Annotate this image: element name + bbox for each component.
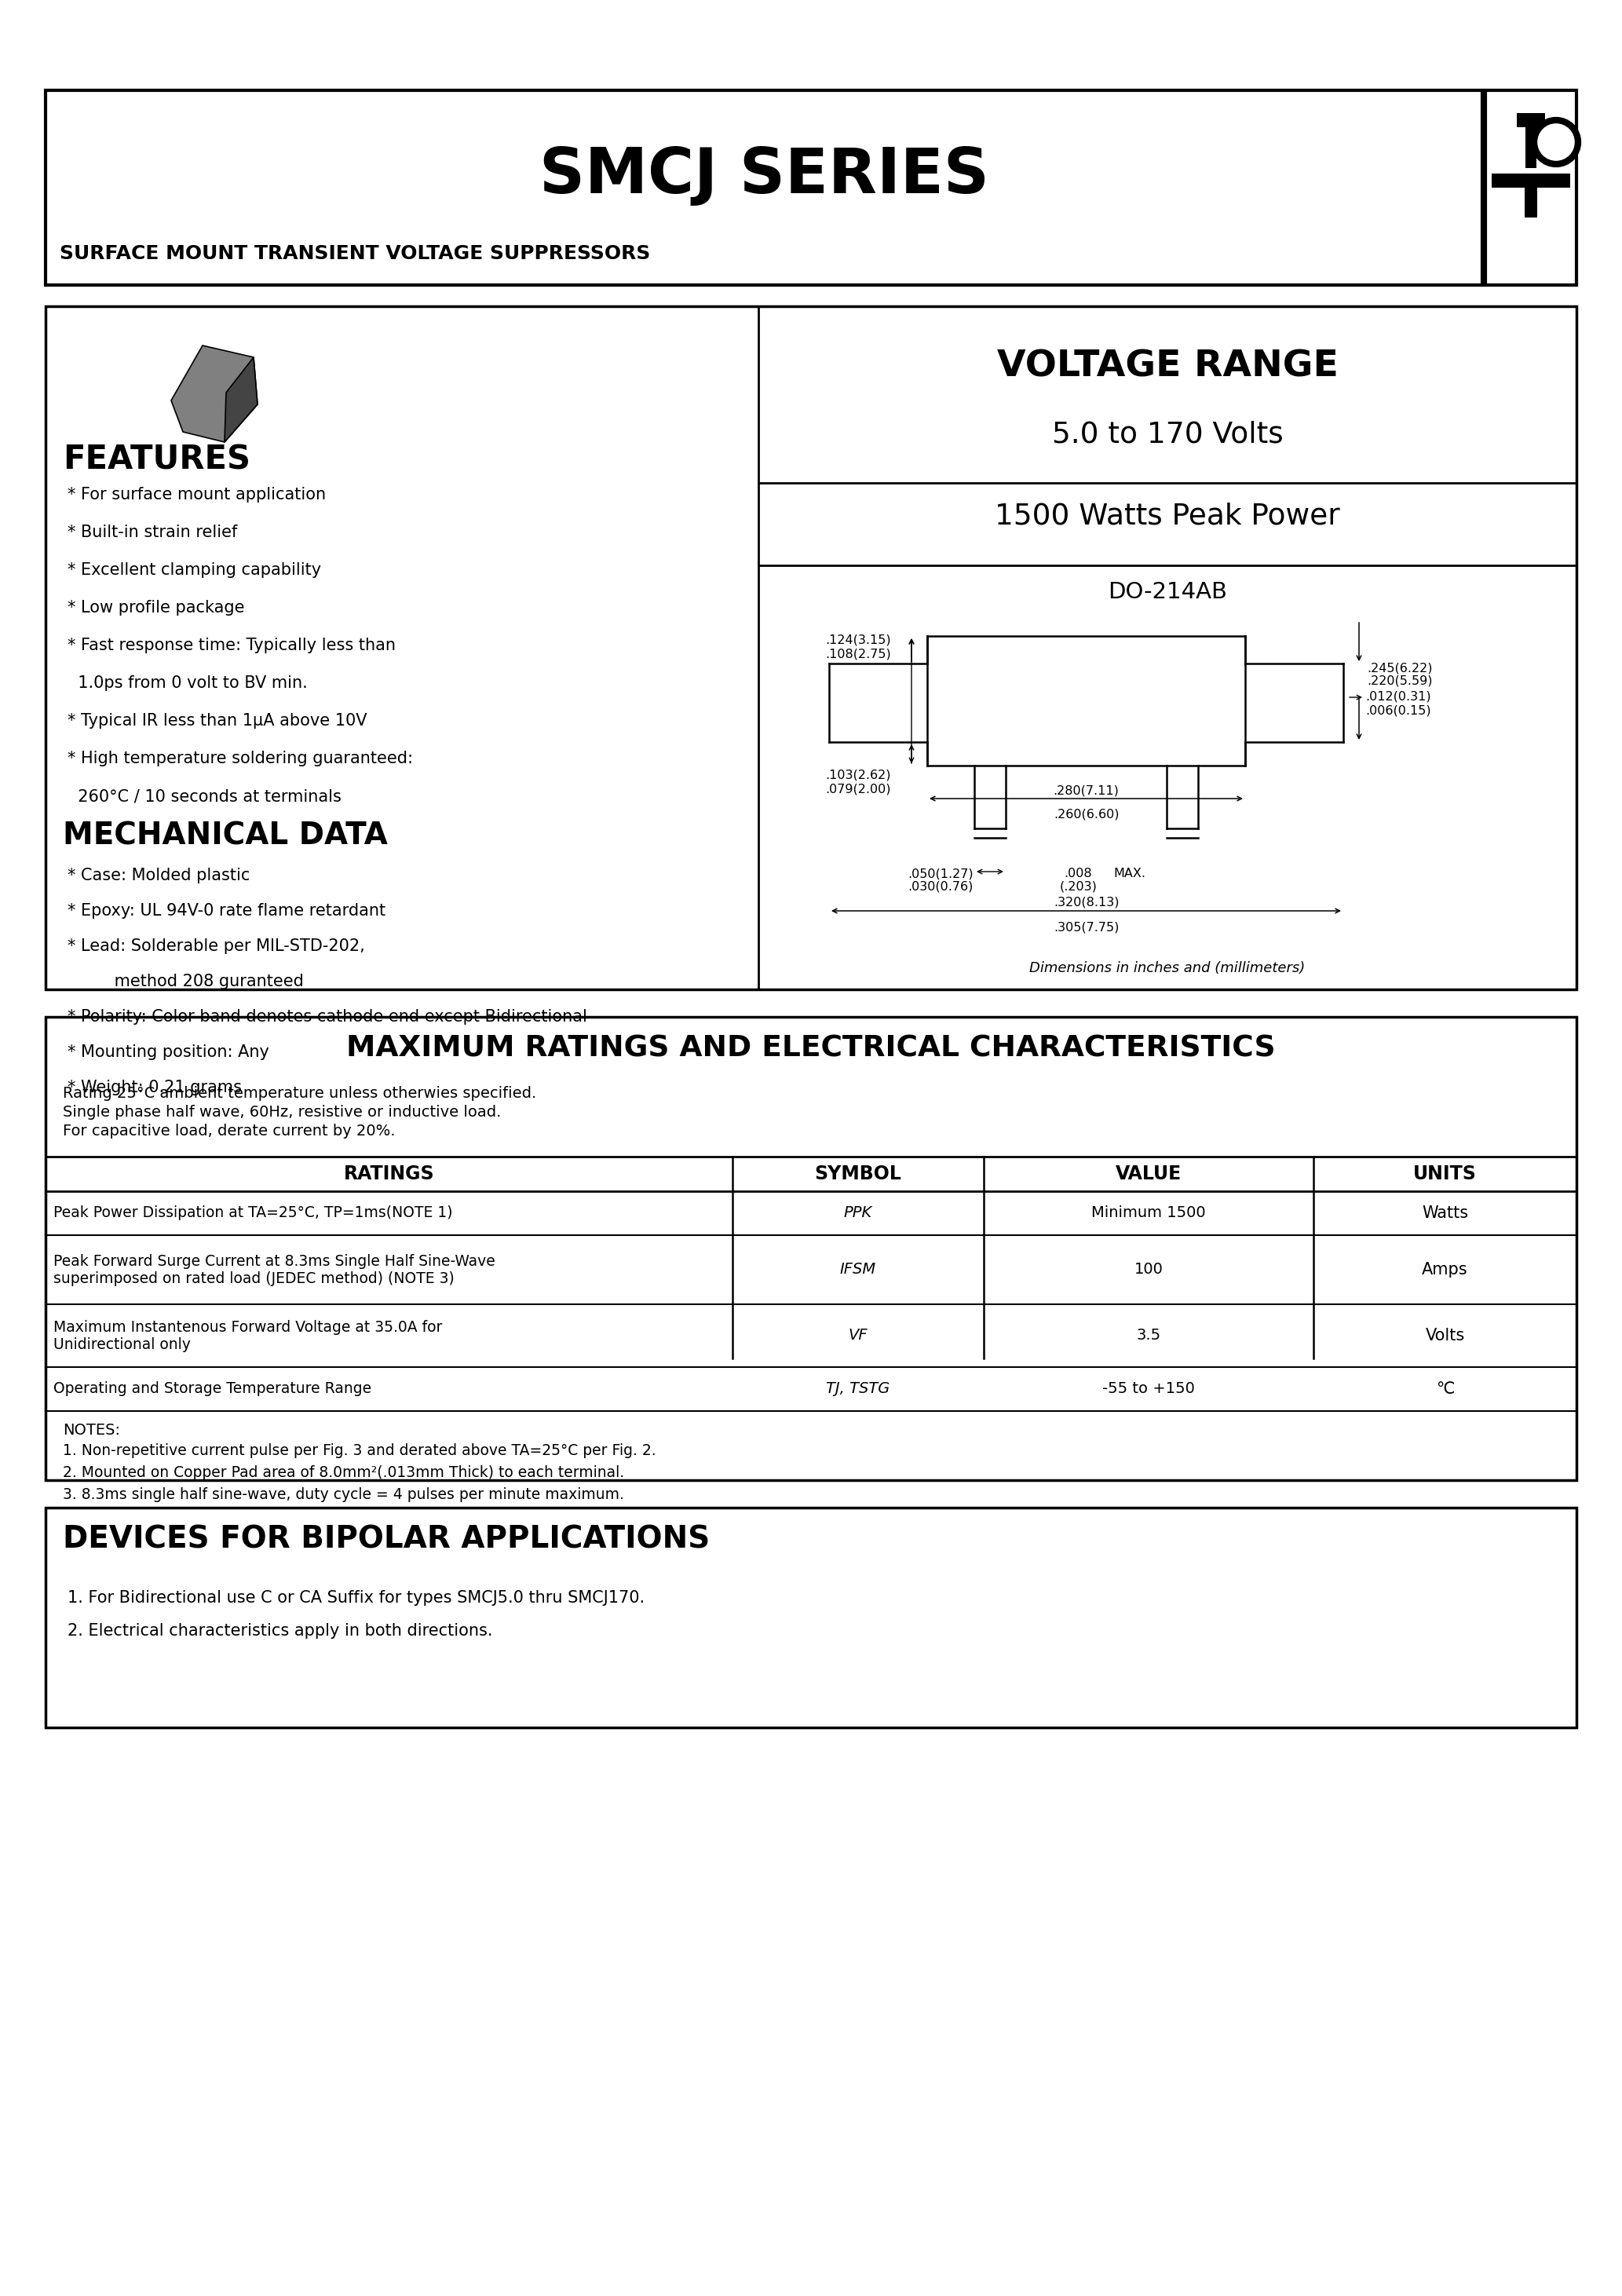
Text: .108(2.75): .108(2.75) xyxy=(826,647,890,659)
Bar xyxy=(1525,126,1536,168)
Text: MECHANICAL DATA: MECHANICAL DATA xyxy=(63,820,388,850)
Bar xyxy=(45,305,1577,990)
Text: Rating 25°C ambient temperature unless otherwies specified.: Rating 25°C ambient temperature unless o… xyxy=(63,1086,537,1100)
Text: 3.5: 3.5 xyxy=(1137,1327,1161,1343)
Text: .245(6.22): .245(6.22) xyxy=(1367,661,1432,673)
Text: .320(8.13): .320(8.13) xyxy=(1053,898,1119,909)
Text: ℃: ℃ xyxy=(1435,1382,1455,1396)
Text: * Lead: Solderable per MIL-STD-202,: * Lead: Solderable per MIL-STD-202, xyxy=(68,939,365,955)
Text: 1. Non-repetitive current pulse per Fig. 3 and derated above TA=25°C per Fig. 2.: 1. Non-repetitive current pulse per Fig.… xyxy=(63,1444,655,1458)
Text: SYMBOL: SYMBOL xyxy=(814,1164,902,1182)
Text: MAXIMUM RATINGS AND ELECTRICAL CHARACTERISTICS: MAXIMUM RATINGS AND ELECTRICAL CHARACTER… xyxy=(347,1033,1275,1063)
Text: SURFACE MOUNT TRANSIENT VOLTAGE SUPPRESSORS: SURFACE MOUNT TRANSIENT VOLTAGE SUPPRESS… xyxy=(60,243,650,264)
Text: .305(7.75): .305(7.75) xyxy=(1053,921,1119,932)
Text: * Built-in strain relief: * Built-in strain relief xyxy=(68,523,237,540)
Text: * High temperature soldering guaranteed:: * High temperature soldering guaranteed: xyxy=(68,751,414,767)
Text: 260°C / 10 seconds at terminals: 260°C / 10 seconds at terminals xyxy=(68,788,341,804)
Text: Operating and Storage Temperature Range: Operating and Storage Temperature Range xyxy=(54,1382,371,1396)
Text: Maximum Instantenous Forward Voltage at 35.0A for: Maximum Instantenous Forward Voltage at … xyxy=(54,1320,443,1334)
Polygon shape xyxy=(224,358,258,443)
Bar xyxy=(45,1017,1577,1481)
Text: * Typical IR less than 1μA above 10V: * Typical IR less than 1μA above 10V xyxy=(68,714,367,728)
Text: * Polarity: Color band denotes cathode end except Bidirectional: * Polarity: Color band denotes cathode e… xyxy=(68,1008,587,1024)
Bar xyxy=(1492,174,1570,188)
Text: RATINGS: RATINGS xyxy=(344,1164,435,1182)
Text: 3. 8.3ms single half sine-wave, duty cycle = 4 pulses per minute maximum.: 3. 8.3ms single half sine-wave, duty cyc… xyxy=(63,1488,624,1502)
Text: FEATURES: FEATURES xyxy=(63,443,250,478)
Text: 100: 100 xyxy=(1134,1263,1163,1277)
Text: superimposed on rated load (JEDEC method) (NOTE 3): superimposed on rated load (JEDEC method… xyxy=(54,1272,454,1286)
Text: .050(1.27): .050(1.27) xyxy=(908,868,973,879)
Text: VF: VF xyxy=(848,1327,868,1343)
Text: NOTES:: NOTES: xyxy=(63,1424,120,1437)
Bar xyxy=(45,90,1483,285)
Text: For capacitive load, derate current by 20%.: For capacitive load, derate current by 2… xyxy=(63,1123,396,1139)
Text: * Fast response time: Typically less than: * Fast response time: Typically less tha… xyxy=(68,638,396,654)
Text: .220(5.59): .220(5.59) xyxy=(1367,675,1432,687)
Text: * Case: Molded plastic: * Case: Molded plastic xyxy=(68,868,250,884)
Text: .012(0.31): .012(0.31) xyxy=(1366,691,1431,703)
Text: Minimum 1500: Minimum 1500 xyxy=(1092,1205,1205,1221)
Text: .006(0.15): .006(0.15) xyxy=(1366,705,1431,716)
Text: Dimensions in inches and (millimeters): Dimensions in inches and (millimeters) xyxy=(1030,962,1306,976)
Text: 1.0ps from 0 volt to BV min.: 1.0ps from 0 volt to BV min. xyxy=(68,675,308,691)
Text: PPK: PPK xyxy=(843,1205,873,1221)
Text: .124(3.15): .124(3.15) xyxy=(826,634,890,645)
Text: .079(2.00): .079(2.00) xyxy=(826,783,890,794)
Text: DEVICES FOR BIPOLAR APPLICATIONS: DEVICES FOR BIPOLAR APPLICATIONS xyxy=(63,1525,710,1554)
Text: Peak Forward Surge Current at 8.3ms Single Half Sine-Wave: Peak Forward Surge Current at 8.3ms Sing… xyxy=(54,1254,495,1267)
Bar xyxy=(1525,188,1538,218)
Text: * Epoxy: UL 94V-0 rate flame retardant: * Epoxy: UL 94V-0 rate flame retardant xyxy=(68,902,386,918)
Text: MAX.: MAX. xyxy=(1114,868,1145,879)
Text: VOLTAGE RANGE: VOLTAGE RANGE xyxy=(998,349,1338,386)
Bar xyxy=(1486,90,1577,285)
Bar xyxy=(1517,113,1546,126)
Text: * Low profile package: * Low profile package xyxy=(68,599,245,615)
Text: Peak Power Dissipation at TA=25°C, TP=1ms(NOTE 1): Peak Power Dissipation at TA=25°C, TP=1m… xyxy=(54,1205,453,1221)
Text: Volts: Volts xyxy=(1426,1327,1465,1343)
Text: .030(0.76): .030(0.76) xyxy=(908,882,973,893)
Text: Single phase half wave, 60Hz, resistive or inductive load.: Single phase half wave, 60Hz, resistive … xyxy=(63,1104,501,1120)
Text: Unidirectional only: Unidirectional only xyxy=(54,1336,191,1352)
Text: 2. Mounted on Copper Pad area of 8.0mm²(.013mm Thick) to each terminal.: 2. Mounted on Copper Pad area of 8.0mm²(… xyxy=(63,1465,624,1481)
Text: TJ, TSTG: TJ, TSTG xyxy=(826,1382,890,1396)
Text: 1. For Bidirectional use C or CA Suffix for types SMCJ5.0 thru SMCJ170.: 1. For Bidirectional use C or CA Suffix … xyxy=(68,1591,644,1605)
Text: DO-214AB: DO-214AB xyxy=(1108,581,1228,604)
Text: * Mounting position: Any: * Mounting position: Any xyxy=(68,1045,269,1061)
Text: * Excellent clamping capability: * Excellent clamping capability xyxy=(68,563,321,579)
Text: VALUE: VALUE xyxy=(1116,1164,1182,1182)
Bar xyxy=(45,1508,1577,1727)
Text: 5.0 to 170 Volts: 5.0 to 170 Volts xyxy=(1051,420,1283,448)
Text: SMCJ SERIES: SMCJ SERIES xyxy=(539,145,989,207)
Text: .103(2.62): .103(2.62) xyxy=(826,769,890,781)
Text: -55 to +150: -55 to +150 xyxy=(1103,1382,1195,1396)
Text: method 208 guranteed: method 208 guranteed xyxy=(68,974,303,990)
Text: (.203): (.203) xyxy=(1059,882,1096,893)
Text: IFSM: IFSM xyxy=(840,1263,876,1277)
Text: Amps: Amps xyxy=(1422,1263,1468,1277)
Text: .008: .008 xyxy=(1064,868,1092,879)
Text: 1500 Watts Peak Power: 1500 Watts Peak Power xyxy=(994,503,1340,530)
Text: * For surface mount application: * For surface mount application xyxy=(68,487,326,503)
Text: .280(7.11): .280(7.11) xyxy=(1053,785,1119,797)
Text: .260(6.60): .260(6.60) xyxy=(1053,808,1119,820)
Text: 2. Electrical characteristics apply in both directions.: 2. Electrical characteristics apply in b… xyxy=(68,1623,493,1639)
Text: * Weight: 0.21 grams: * Weight: 0.21 grams xyxy=(68,1079,242,1095)
Polygon shape xyxy=(172,344,258,443)
Text: UNITS: UNITS xyxy=(1413,1164,1476,1182)
Text: Watts: Watts xyxy=(1422,1205,1468,1221)
